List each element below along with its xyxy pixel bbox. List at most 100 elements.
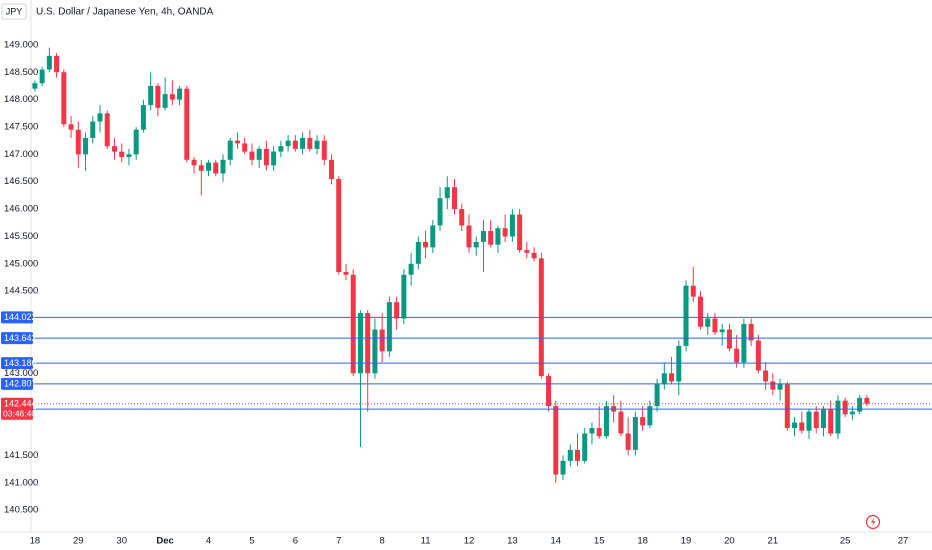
level-label: 143.642 (4, 333, 37, 343)
alert-bolt[interactable] (871, 517, 876, 527)
candle-body (560, 460, 566, 475)
candle-body (408, 263, 414, 275)
candle-body (75, 129, 81, 155)
candle-body (502, 228, 508, 237)
candle-body (726, 329, 732, 349)
candle-body (705, 318, 711, 327)
candle-body (777, 384, 783, 390)
candle-body (632, 417, 638, 450)
candle-body (401, 274, 407, 319)
candle-body (546, 376, 552, 407)
candle-body (343, 272, 349, 275)
y-tick-label: 143.000 (4, 368, 38, 379)
candle-body (271, 151, 277, 166)
candle-body (140, 105, 146, 130)
candle-body (227, 140, 233, 160)
x-tick-label: 4 (206, 536, 211, 547)
x-tick-label: 21 (768, 536, 779, 547)
candle-body (596, 428, 602, 437)
candle-body (495, 228, 501, 245)
candle-body (784, 384, 790, 429)
candle-body (792, 422, 798, 429)
candle-body (430, 225, 436, 248)
candle-body (350, 274, 356, 374)
candle-body (54, 55, 60, 73)
level-label-box (1, 357, 33, 370)
candle-body (104, 113, 110, 147)
candle-body (473, 241, 479, 248)
candle-body (806, 411, 812, 431)
alert-icon[interactable] (865, 514, 881, 530)
candle-body (531, 252, 537, 259)
candle-body (300, 137, 306, 149)
candle-body (191, 159, 197, 166)
candle-body (582, 433, 588, 461)
y-tick-label: 146.000 (4, 204, 38, 215)
y-tick-label: 147.000 (4, 149, 38, 160)
candle-body (437, 198, 443, 226)
candle-body (394, 302, 400, 319)
candle-body (111, 146, 117, 152)
candle-body (61, 72, 67, 125)
candles (32, 47, 870, 483)
candle-body (553, 406, 559, 475)
candle-body (842, 400, 848, 415)
y-tick-label: 147.500 (4, 121, 38, 132)
alert-circle[interactable] (865, 514, 881, 530)
candle-body (329, 159, 335, 179)
candle-body (828, 408, 834, 434)
x-tick-label: 11 (421, 536, 431, 547)
candle-body (278, 146, 284, 152)
candle-body (509, 214, 515, 237)
candle-body (423, 241, 429, 248)
candle-body (83, 137, 89, 155)
candle-body (755, 340, 761, 371)
candle-body (307, 137, 313, 149)
y-tick-label: 148.500 (4, 67, 38, 78)
candle-body (813, 411, 819, 429)
candle-body (748, 324, 754, 341)
candle-body (618, 411, 624, 434)
candle-body (567, 449, 573, 461)
symbol[interactable]: JPY (6, 6, 23, 16)
candle-body (415, 241, 421, 264)
candle-body (155, 85, 161, 108)
x-tick-label: 18 (30, 536, 41, 547)
x-tick-label: 19 (681, 536, 692, 547)
candle-body (849, 411, 855, 415)
candle-body (169, 94, 175, 100)
symbol-box[interactable] (1, 3, 27, 20)
candle-body (466, 225, 472, 248)
y-tick-label: 149.000 (4, 39, 38, 50)
y-tick-label: 140.500 (4, 505, 38, 516)
candle-body (444, 187, 450, 199)
candle-body (820, 408, 826, 429)
last-price-label: 142.444 (4, 399, 37, 409)
x-tick-label: 30 (116, 536, 127, 547)
candle-body (234, 140, 240, 144)
level-label-box (1, 332, 33, 345)
level-label: 143.186 (4, 358, 37, 368)
candle-body (864, 397, 870, 404)
candle-body (386, 302, 392, 352)
x-tick-label: 14 (551, 536, 562, 547)
candle-body (177, 88, 183, 100)
candle-body (321, 140, 327, 160)
x-tick-label: 7 (336, 536, 341, 547)
candle-body (603, 406, 609, 437)
candle-body (669, 373, 675, 382)
candle-body (661, 373, 667, 385)
candle-body (90, 121, 96, 138)
candle-body (32, 83, 38, 89)
candle-body (357, 313, 363, 374)
candle-body (452, 187, 458, 210)
candle-body (741, 324, 747, 363)
candle-body (119, 151, 125, 158)
candle-body (184, 88, 190, 160)
candle-body (524, 250, 530, 253)
candle-body (654, 384, 660, 407)
candle-body (683, 285, 689, 346)
candle-body (625, 433, 631, 450)
